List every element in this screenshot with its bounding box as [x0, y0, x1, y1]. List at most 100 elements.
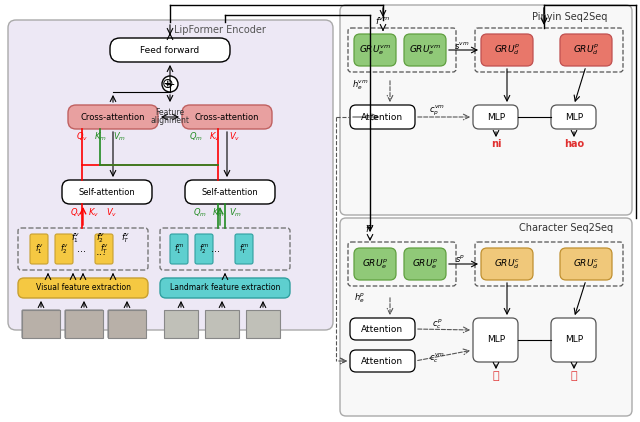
Text: +: +: [164, 78, 175, 90]
Text: Character Seq2Seq: Character Seq2Seq: [519, 223, 613, 233]
Bar: [108, 310, 146, 338]
Bar: [246, 310, 280, 338]
Text: $V_v$: $V_v$: [229, 131, 241, 143]
Text: $s^p$: $s^p$: [455, 252, 465, 263]
FancyBboxPatch shape: [108, 310, 146, 338]
Text: Attention: Attention: [361, 357, 403, 365]
Text: hao: hao: [564, 139, 584, 149]
Text: 你: 你: [493, 371, 499, 381]
Text: MLP: MLP: [565, 113, 583, 122]
FancyBboxPatch shape: [350, 350, 415, 372]
Text: Self-attention: Self-attention: [202, 187, 259, 197]
Text: $c_c^{vm}$: $c_c^{vm}$: [429, 351, 445, 365]
Text: LipFormer Encoder: LipFormer Encoder: [174, 25, 266, 35]
FancyBboxPatch shape: [354, 248, 396, 280]
Text: Cross-attention: Cross-attention: [81, 113, 145, 122]
Text: ni: ni: [491, 139, 501, 149]
Text: $GRU_d^p$: $GRU_d^p$: [494, 43, 520, 57]
Text: $f^{vm}$: $f^{vm}$: [375, 14, 390, 25]
Text: $GRU_e^{vm}$: $GRU_e^{vm}$: [359, 43, 391, 57]
FancyBboxPatch shape: [350, 105, 415, 129]
Text: ...: ...: [95, 247, 106, 257]
Text: $Q_v$: $Q_v$: [70, 207, 82, 219]
Text: $K_m$: $K_m$: [93, 131, 106, 143]
Text: $GRU_e^p$: $GRU_e^p$: [412, 257, 438, 271]
Text: MLP: MLP: [487, 113, 505, 122]
FancyBboxPatch shape: [560, 248, 612, 280]
Text: Attention: Attention: [361, 325, 403, 333]
Text: $c_c^p$: $c_c^p$: [432, 317, 442, 331]
Text: $K_v$: $K_v$: [209, 131, 221, 143]
Text: Cross-attention: Cross-attention: [195, 113, 259, 122]
Text: $V_m$: $V_m$: [230, 207, 243, 219]
FancyBboxPatch shape: [481, 248, 533, 280]
Text: alignment: alignment: [150, 116, 189, 124]
Text: MLP: MLP: [487, 335, 505, 344]
Text: $f_2^v$: $f_2^v$: [97, 231, 106, 245]
FancyBboxPatch shape: [160, 278, 290, 298]
FancyBboxPatch shape: [8, 20, 333, 330]
Text: $GRU_d^p$: $GRU_d^p$: [573, 43, 599, 57]
Text: Self-attention: Self-attention: [79, 187, 136, 197]
FancyBboxPatch shape: [350, 318, 415, 340]
FancyBboxPatch shape: [95, 234, 113, 264]
FancyBboxPatch shape: [22, 310, 60, 338]
FancyBboxPatch shape: [30, 234, 48, 264]
Text: $GRU_e^{vm}$: $GRU_e^{vm}$: [409, 43, 441, 57]
Text: $h_e^p$: $h_e^p$: [355, 291, 365, 305]
FancyBboxPatch shape: [110, 38, 230, 62]
FancyBboxPatch shape: [170, 234, 188, 264]
Bar: [65, 310, 103, 338]
FancyBboxPatch shape: [65, 310, 103, 338]
FancyBboxPatch shape: [404, 34, 446, 66]
Text: $f_T^v$: $f_T^v$: [122, 231, 131, 245]
Bar: [164, 310, 198, 338]
FancyBboxPatch shape: [185, 180, 275, 204]
FancyBboxPatch shape: [551, 318, 596, 362]
Text: $K_v$: $K_v$: [88, 207, 99, 219]
Text: Landmark feature extraction: Landmark feature extraction: [170, 284, 280, 292]
FancyBboxPatch shape: [340, 5, 632, 215]
FancyBboxPatch shape: [473, 318, 518, 362]
Text: $f_T^m$: $f_T^m$: [239, 242, 249, 256]
FancyBboxPatch shape: [18, 278, 148, 298]
Text: $V_v$: $V_v$: [106, 207, 118, 219]
Text: $Q_m$: $Q_m$: [189, 131, 203, 143]
Text: 好: 好: [571, 371, 577, 381]
Text: $c_p^{vm}$: $c_p^{vm}$: [429, 104, 445, 118]
Text: Pinyin Seq2Seq: Pinyin Seq2Seq: [532, 12, 608, 22]
Text: ...: ...: [77, 244, 86, 254]
Text: $f_1^m$: $f_1^m$: [174, 242, 184, 256]
FancyBboxPatch shape: [68, 105, 158, 129]
FancyBboxPatch shape: [404, 248, 446, 280]
Text: $f_2^v$: $f_2^v$: [60, 242, 68, 256]
Text: $f_T^v$: $f_T^v$: [100, 242, 108, 256]
FancyBboxPatch shape: [195, 234, 213, 264]
Text: ...: ...: [211, 244, 220, 254]
FancyBboxPatch shape: [55, 234, 73, 264]
Text: $Q_m$: $Q_m$: [193, 207, 207, 219]
Bar: [205, 310, 239, 338]
Text: $GRU_d^c$: $GRU_d^c$: [573, 257, 599, 271]
Text: MLP: MLP: [565, 335, 583, 344]
Text: $V_m$: $V_m$: [113, 131, 127, 143]
Text: $f_1^v$: $f_1^v$: [72, 231, 81, 245]
FancyBboxPatch shape: [560, 34, 612, 66]
Text: Attention: Attention: [361, 113, 403, 122]
Text: $GRU_e^p$: $GRU_e^p$: [362, 257, 388, 271]
Text: ⊕: ⊕: [162, 77, 174, 91]
Text: $h_e^{vm}$: $h_e^{vm}$: [351, 78, 369, 92]
Text: Feature: Feature: [156, 108, 184, 116]
Text: Visual feature extraction: Visual feature extraction: [35, 284, 131, 292]
FancyBboxPatch shape: [551, 105, 596, 129]
FancyBboxPatch shape: [62, 180, 152, 204]
Text: $K_m$: $K_m$: [212, 207, 225, 219]
Bar: [22, 310, 60, 338]
Text: $f_2^m$: $f_2^m$: [199, 242, 209, 256]
Circle shape: [162, 76, 178, 92]
Text: Feed forward: Feed forward: [140, 46, 200, 54]
Text: $f_1^v$: $f_1^v$: [35, 242, 44, 256]
FancyBboxPatch shape: [182, 105, 272, 129]
FancyBboxPatch shape: [354, 34, 396, 66]
FancyBboxPatch shape: [481, 34, 533, 66]
